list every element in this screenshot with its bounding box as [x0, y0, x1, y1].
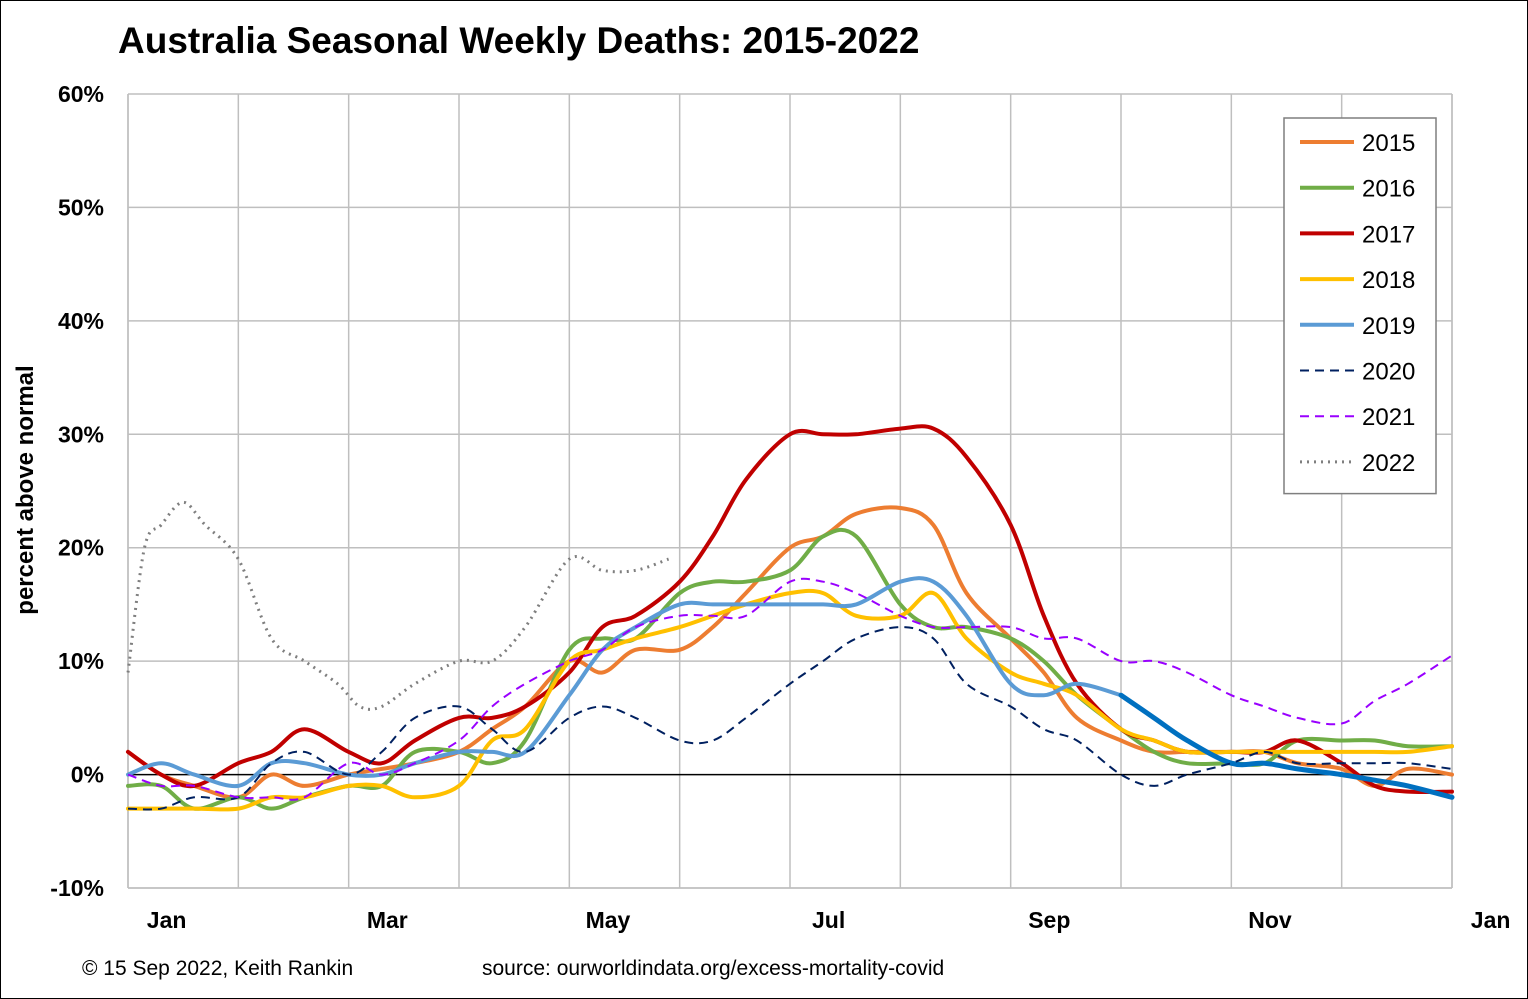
y-tick-label: 30%: [58, 421, 104, 447]
legend-box: [1283, 117, 1437, 495]
x-tick-label: May: [586, 907, 631, 933]
series-line-2018: [126, 588, 1454, 812]
chart-title: Australia Seasonal Weekly Deaths: 2015-2…: [118, 20, 920, 61]
y-tick-label: 10%: [58, 648, 104, 674]
x-tick-label: Mar: [367, 907, 408, 933]
y-tick-label: 20%: [58, 535, 104, 561]
x-tick-label: Jan: [1471, 907, 1511, 933]
legend-label-2021: 2021: [1362, 404, 1415, 431]
x-tick-label: Jul: [812, 907, 845, 933]
series-line-2022: [126, 500, 670, 711]
series-lines: [126, 424, 1455, 812]
x-tick-label: Sep: [1028, 907, 1070, 933]
legend-label-2022: 2022: [1362, 450, 1415, 477]
source-note: source: ourworldindata.org/excess-mortal…: [482, 957, 945, 980]
x-axis-ticks: Jan Mar May Jul Sep Nov Jan: [147, 907, 1511, 933]
series-line-2019: [126, 576, 1123, 789]
legend-label-2017: 2017: [1362, 221, 1415, 248]
legend-label-2018: 2018: [1362, 267, 1415, 294]
y-tick-label: 0%: [71, 762, 104, 788]
series-line-2021: [127, 577, 1453, 801]
y-tick-label: -10%: [50, 875, 104, 901]
legend-label-2016: 2016: [1362, 176, 1415, 203]
x-tick-label: Jan: [147, 907, 187, 933]
y-tick-label: 40%: [58, 308, 104, 334]
legend-label-2020: 2020: [1362, 359, 1415, 386]
x-tick-label: Nov: [1248, 907, 1292, 933]
grid: [127, 93, 1453, 889]
legend-label-2019: 2019: [1362, 313, 1415, 340]
y-tick-label: 50%: [58, 194, 104, 220]
legend: 2015 2016 2017 2018 2019 2020 2021 2022: [1283, 117, 1437, 495]
y-axis-ticks: -10% 0% 10% 20% 30% 40% 50% 60%: [50, 81, 104, 901]
series-line-2019: [1118, 692, 1455, 800]
y-tick-label: 60%: [58, 81, 104, 107]
legend-label-2015: 2015: [1362, 130, 1415, 157]
copyright-note: © 15 Sep 2022, Keith Rankin: [82, 957, 354, 980]
series-line-2020: [127, 626, 1453, 811]
